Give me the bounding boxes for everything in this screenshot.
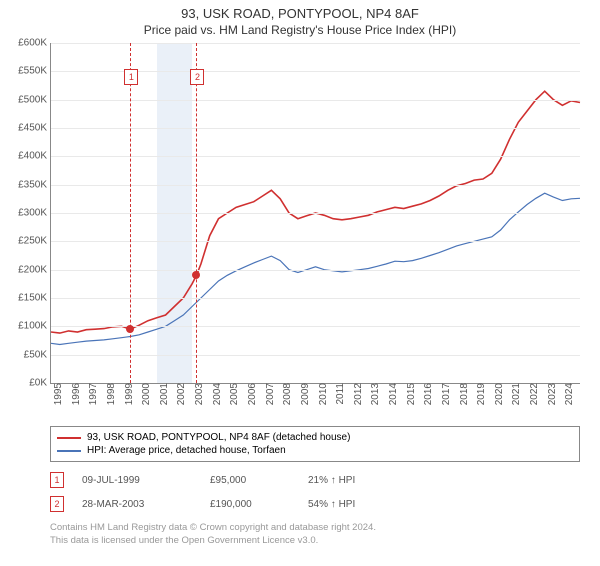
x-axis-label: 2013: [368, 383, 381, 405]
y-axis-label: £450K: [18, 123, 51, 134]
x-axis-label: 1999: [122, 383, 135, 405]
footer-text: Contains HM Land Registry data © Crown c…: [50, 522, 580, 548]
sale-vline: [196, 43, 197, 383]
sale-row: 1 09-JUL-1999 £95,000 21% ↑ HPI: [50, 468, 580, 492]
chart-plot-area: £0K£50K£100K£150K£200K£250K£300K£350K£40…: [50, 43, 580, 384]
x-axis-label: 2022: [527, 383, 540, 405]
x-axis-label: 2020: [492, 383, 505, 405]
x-axis-label: 2004: [210, 383, 223, 405]
x-axis-label: 1998: [104, 383, 117, 405]
legend-swatch: [57, 450, 81, 452]
x-axis-label: 2009: [298, 383, 311, 405]
sale-date: 09-JUL-1999: [82, 475, 192, 486]
x-axis-label: 2019: [474, 383, 487, 405]
x-axis-label: 2024: [562, 383, 575, 405]
y-axis-label: £50K: [24, 349, 51, 360]
y-axis-label: £550K: [18, 66, 51, 77]
y-axis-label: £200K: [18, 264, 51, 275]
y-axis-label: £0K: [29, 378, 51, 389]
x-axis-label: 1996: [69, 383, 82, 405]
x-axis-label: 2014: [386, 383, 399, 405]
y-axis-label: £350K: [18, 179, 51, 190]
x-axis-label: 1995: [51, 383, 64, 405]
x-axis-label: 2011: [333, 383, 346, 405]
x-axis-label: 2002: [174, 383, 187, 405]
x-axis-label: 1997: [86, 383, 99, 405]
chart-legend: 93, USK ROAD, PONTYPOOL, NP4 8AF (detach…: [50, 426, 580, 462]
sale-price: £190,000: [210, 499, 290, 510]
sales-table: 1 09-JUL-1999 £95,000 21% ↑ HPI 2 28-MAR-2003…: [50, 468, 580, 516]
sale-marker: 2: [190, 69, 204, 85]
sale-point: [192, 271, 200, 279]
x-axis-label: 2021: [509, 383, 522, 405]
x-axis-label: 2005: [227, 383, 240, 405]
chart-subtitle: Price paid vs. HM Land Registry's House …: [0, 23, 600, 37]
sale-price: £95,000: [210, 475, 290, 486]
x-axis-label: 2003: [192, 383, 205, 405]
legend-label: 93, USK ROAD, PONTYPOOL, NP4 8AF (detach…: [87, 432, 350, 443]
y-axis-label: £100K: [18, 321, 51, 332]
x-axis-label: 2008: [280, 383, 293, 405]
x-axis-label: 2001: [157, 383, 170, 405]
sale-row-marker: 1: [50, 472, 64, 488]
footer-line-2: This data is licensed under the Open Gov…: [50, 535, 580, 548]
y-axis-label: £250K: [18, 236, 51, 247]
x-axis-label: 2016: [421, 383, 434, 405]
sale-date: 28-MAR-2003: [82, 499, 192, 510]
y-axis-label: £500K: [18, 94, 51, 105]
sale-point: [126, 325, 134, 333]
x-axis-label: 2023: [545, 383, 558, 405]
x-axis-label: 2018: [457, 383, 470, 405]
x-axis-label: 2017: [439, 383, 452, 405]
legend-label: HPI: Average price, detached house, Torf…: [87, 445, 286, 456]
y-axis-label: £600K: [18, 38, 51, 49]
sale-row: 2 28-MAR-2003 £190,000 54% ↑ HPI: [50, 492, 580, 516]
y-axis-label: £400K: [18, 151, 51, 162]
x-axis-label: 2015: [404, 383, 417, 405]
x-axis-label: 2006: [245, 383, 258, 405]
x-axis-label: 2012: [351, 383, 364, 405]
sale-delta: 21% ↑ HPI: [308, 475, 408, 486]
legend-row: HPI: Average price, detached house, Torf…: [57, 444, 573, 457]
x-axis-label: 2007: [263, 383, 276, 405]
y-axis-label: £150K: [18, 293, 51, 304]
sale-delta: 54% ↑ HPI: [308, 499, 408, 510]
footer-line-1: Contains HM Land Registry data © Crown c…: [50, 522, 580, 535]
sale-marker: 1: [124, 69, 138, 85]
x-axis-label: 2010: [316, 383, 329, 405]
sale-row-marker: 2: [50, 496, 64, 512]
y-axis-label: £300K: [18, 208, 51, 219]
x-axis-label: 2000: [139, 383, 152, 405]
legend-row: 93, USK ROAD, PONTYPOOL, NP4 8AF (detach…: [57, 431, 573, 444]
chart-title: 93, USK ROAD, PONTYPOOL, NP4 8AF: [0, 6, 600, 21]
legend-swatch: [57, 437, 81, 439]
chart-container: 93, USK ROAD, PONTYPOOL, NP4 8AF Price p…: [0, 6, 600, 566]
